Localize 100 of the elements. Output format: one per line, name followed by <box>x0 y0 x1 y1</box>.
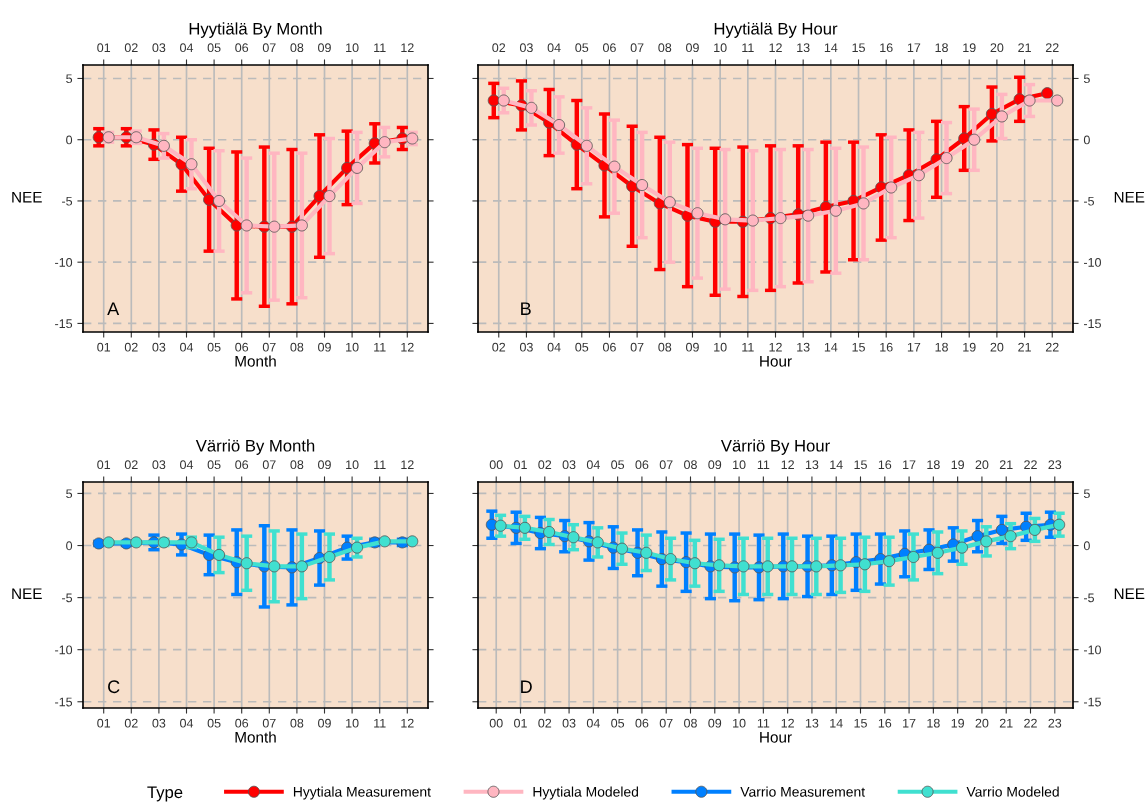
x-tick-label: 13 <box>797 43 810 53</box>
category-label: 09 <box>318 460 331 470</box>
x-tick-label: 00 <box>489 718 503 728</box>
category-label: 19 <box>951 460 964 470</box>
x-tick-label: 09 <box>708 718 722 728</box>
chart-title: Hyytiälä By Hour <box>714 22 838 38</box>
category-label: 12 <box>401 460 414 469</box>
x-axis-title: Month <box>235 731 276 743</box>
x-tick-label: 16 <box>878 718 892 728</box>
x-tick-label: 01 <box>514 718 527 728</box>
x-tick-label: 12 <box>401 342 414 352</box>
category-label: 10 <box>733 460 746 470</box>
y2-axis-title: NEE <box>1114 191 1145 203</box>
y-axis-title: NEE <box>12 588 42 599</box>
x-tick-label: 04 <box>180 342 194 352</box>
x-tick-label: 05 <box>611 718 625 728</box>
y-tick-label: -10 <box>55 645 73 655</box>
y-axis-title: NEE <box>12 191 42 203</box>
legend-label: Hyytiala Modeled <box>533 786 638 800</box>
x-tick-label: 10 <box>714 43 727 53</box>
x-tick-label: 07 <box>659 718 673 728</box>
annotation: C <box>108 680 120 694</box>
annotation: B <box>521 302 531 315</box>
category-label: 09 <box>708 460 722 470</box>
x-tick-label: 06 <box>602 43 616 53</box>
x-tick-label: 12 <box>769 43 782 52</box>
x-tick-label: 14 <box>824 43 838 52</box>
x-tick-label: 06 <box>235 342 249 352</box>
x-tick-label: 03 <box>152 342 166 352</box>
category-label: 15 <box>854 460 867 470</box>
legend-label: Hyytiala Measurement <box>293 786 431 800</box>
x-tick-label: 04 <box>586 718 600 728</box>
x-tick-label: 11 <box>374 718 386 728</box>
category-label: 10 <box>346 460 359 470</box>
x-axis-title: Month <box>235 355 276 367</box>
legend-label: Varrio Modeled <box>966 786 1059 797</box>
category-label: 12 <box>781 460 794 469</box>
x-tick-label: 19 <box>963 43 976 53</box>
category-label: 17 <box>903 460 916 469</box>
x-tick-label: 21 <box>999 718 1013 728</box>
x-tick-label: 09 <box>686 43 699 53</box>
x-tick-label: 09 <box>318 342 331 352</box>
x-tick-label: 01 <box>97 718 111 728</box>
legend-title: Type <box>147 786 183 802</box>
category-label: 23 <box>1048 460 1062 470</box>
y2-tick-label: 5 <box>1083 489 1090 499</box>
x-tick-label: 02 <box>124 342 138 352</box>
x-tick-label: 02 <box>124 718 138 728</box>
y-tick-label: -5 <box>62 593 73 603</box>
x-tick-label: 05 <box>207 342 221 352</box>
category-label: 06 <box>235 460 249 470</box>
category-label: 05 <box>207 460 221 470</box>
y2-axis-title: NEE <box>1114 588 1145 599</box>
category-label: 07 <box>659 460 673 470</box>
chart-title: Hyytiälä By Month <box>189 22 322 38</box>
x-tick-label: 03 <box>519 43 533 53</box>
category-label: 02 <box>538 460 552 470</box>
x-tick-label: 08 <box>290 342 304 352</box>
y-tick-label: 0 <box>66 541 73 551</box>
y-tick-label: -10 <box>55 257 73 267</box>
category-label: 11 <box>374 460 386 469</box>
category-label: 18 <box>927 460 940 470</box>
annotation: A <box>107 302 120 315</box>
x-tick-label: 17 <box>907 43 921 52</box>
x-tick-label: 11 <box>742 43 754 52</box>
y2-tick-label: 0 <box>1083 135 1090 145</box>
x-tick-label: 05 <box>575 43 589 53</box>
category-label: 06 <box>635 460 649 470</box>
category-label: 21 <box>999 460 1013 469</box>
x-tick-label: 03 <box>562 718 576 728</box>
x-tick-label: 08 <box>658 43 672 53</box>
y-tick-label: -15 <box>55 319 73 329</box>
x-tick-label: 06 <box>635 718 649 728</box>
chart-title: Värriö By Hour <box>720 439 830 455</box>
y2-tick-label: 5 <box>1083 74 1090 84</box>
category-label: 08 <box>684 460 697 470</box>
x-tick-label: 18 <box>935 43 948 53</box>
category-label: 02 <box>124 460 138 470</box>
x-tick-label: 12 <box>781 718 794 728</box>
x-tick-label: 06 <box>235 718 249 728</box>
x-tick-label: 07 <box>262 718 276 728</box>
x-tick-label: 15 <box>852 43 865 53</box>
x-tick-label: 12 <box>401 718 414 728</box>
x-tick-label: 18 <box>927 718 940 728</box>
x-tick-label: 02 <box>538 718 552 728</box>
legend-label: Varrio Measurement <box>740 786 865 797</box>
category-label: 16 <box>878 460 892 470</box>
category-label: 04 <box>586 460 600 470</box>
x-tick-label: 20 <box>990 43 1004 53</box>
x-tick-label: 21 <box>1018 43 1031 52</box>
x-tick-label: 04 <box>547 43 561 53</box>
category-label: 05 <box>611 460 625 470</box>
x-tick-label: 07 <box>630 43 644 53</box>
x-tick-label: 08 <box>290 718 304 728</box>
x-tick-label: 10 <box>346 342 359 352</box>
category-label: 08 <box>290 460 304 470</box>
y2-tick-label: -15 <box>1083 319 1101 329</box>
x-tick-label: 08 <box>684 718 697 728</box>
category-label: 03 <box>152 460 166 470</box>
y2-tick-label: -5 <box>1083 196 1095 206</box>
